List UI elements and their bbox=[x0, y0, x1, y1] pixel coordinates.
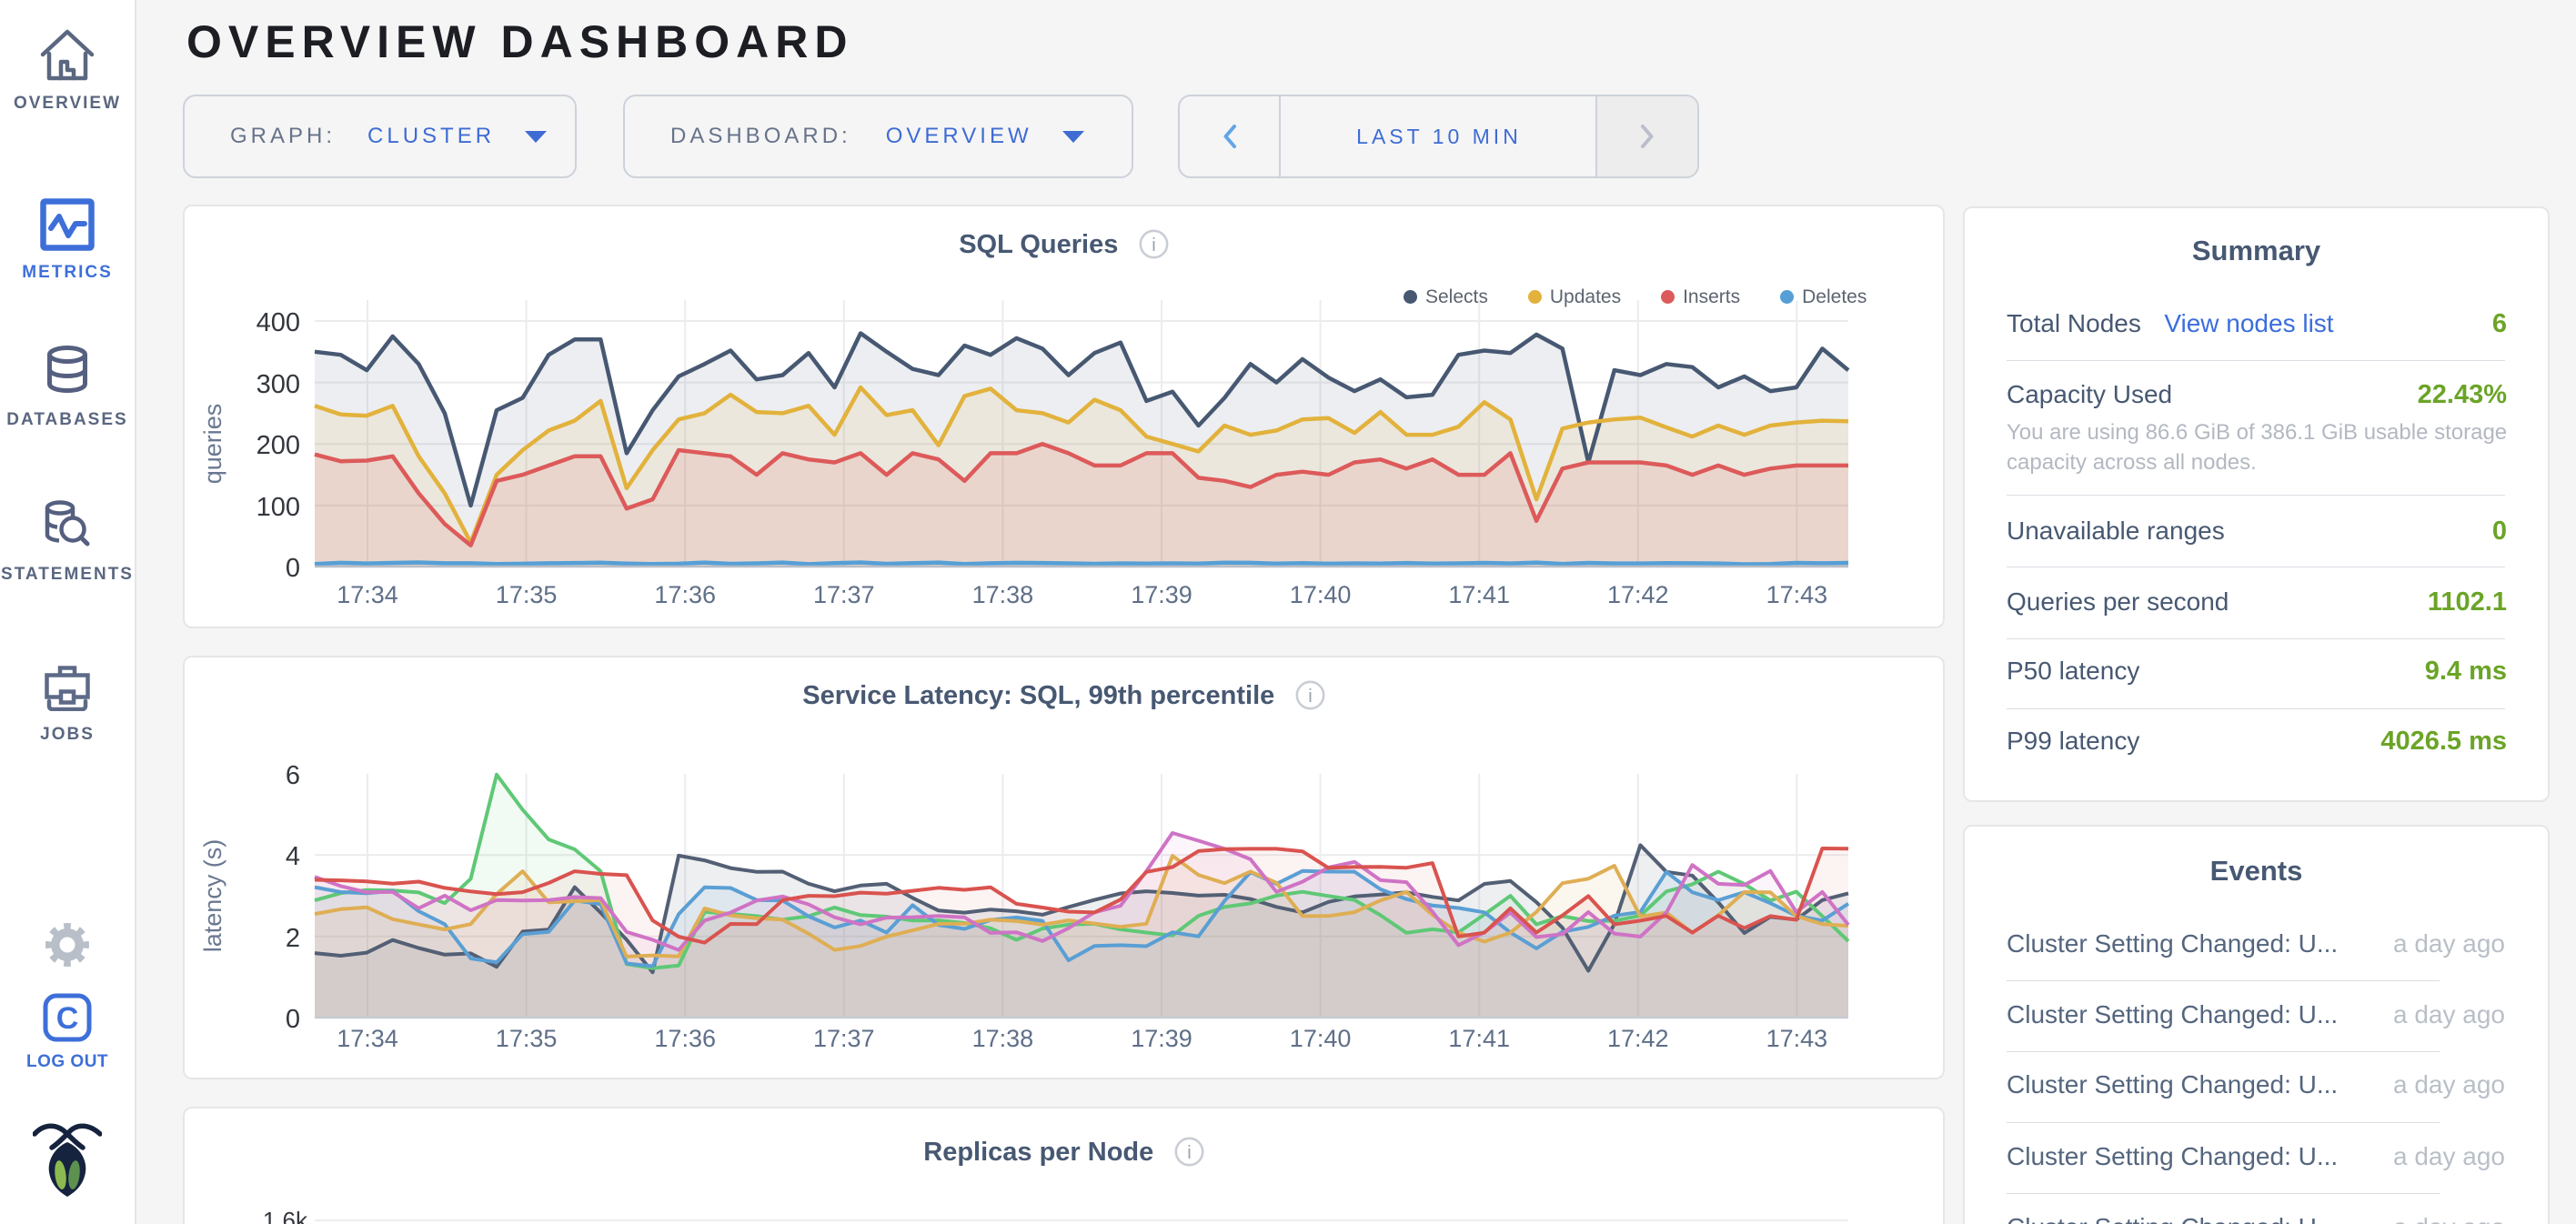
svg-text:C: C bbox=[56, 1001, 79, 1036]
svg-text:17:34: 17:34 bbox=[337, 581, 398, 608]
svg-text:17:34: 17:34 bbox=[337, 1025, 398, 1052]
svg-text:i: i bbox=[1308, 687, 1312, 707]
svg-text:17:35: 17:35 bbox=[496, 581, 558, 608]
svg-text:queries: queries bbox=[199, 404, 226, 485]
svg-text:17:37: 17:37 bbox=[813, 1025, 875, 1052]
svg-text:17:35: 17:35 bbox=[496, 1025, 558, 1052]
svg-text:17:36: 17:36 bbox=[654, 1025, 716, 1052]
svg-text:i: i bbox=[1187, 1143, 1191, 1163]
svg-text:17:38: 17:38 bbox=[972, 581, 1034, 608]
svg-text:latency (s): latency (s) bbox=[199, 839, 226, 953]
svg-text:100: 100 bbox=[257, 493, 300, 522]
svg-text:17:39: 17:39 bbox=[1131, 1025, 1192, 1052]
svg-text:17:40: 17:40 bbox=[1290, 581, 1352, 608]
svg-text:400: 400 bbox=[257, 308, 300, 337]
svg-text:17:38: 17:38 bbox=[972, 1025, 1034, 1052]
svg-text:200: 200 bbox=[257, 431, 300, 460]
svg-text:17:37: 17:37 bbox=[813, 581, 875, 608]
svg-text:17:43: 17:43 bbox=[1766, 1025, 1828, 1052]
svg-text:6: 6 bbox=[286, 761, 300, 790]
svg-text:17:41: 17:41 bbox=[1448, 581, 1510, 608]
svg-text:17:42: 17:42 bbox=[1607, 581, 1669, 608]
svg-text:i: i bbox=[1152, 236, 1155, 256]
svg-text:17:40: 17:40 bbox=[1290, 1025, 1352, 1052]
svg-text:17:36: 17:36 bbox=[654, 581, 716, 608]
svg-text:17:42: 17:42 bbox=[1607, 1025, 1669, 1052]
svg-text:17:43: 17:43 bbox=[1766, 581, 1828, 608]
svg-text:300: 300 bbox=[257, 370, 300, 399]
svg-text:2: 2 bbox=[286, 924, 300, 953]
svg-text:4: 4 bbox=[286, 842, 300, 871]
svg-text:0: 0 bbox=[286, 1005, 300, 1034]
svg-text:0: 0 bbox=[286, 554, 300, 583]
svg-text:17:41: 17:41 bbox=[1448, 1025, 1510, 1052]
svg-text:17:39: 17:39 bbox=[1131, 581, 1192, 608]
